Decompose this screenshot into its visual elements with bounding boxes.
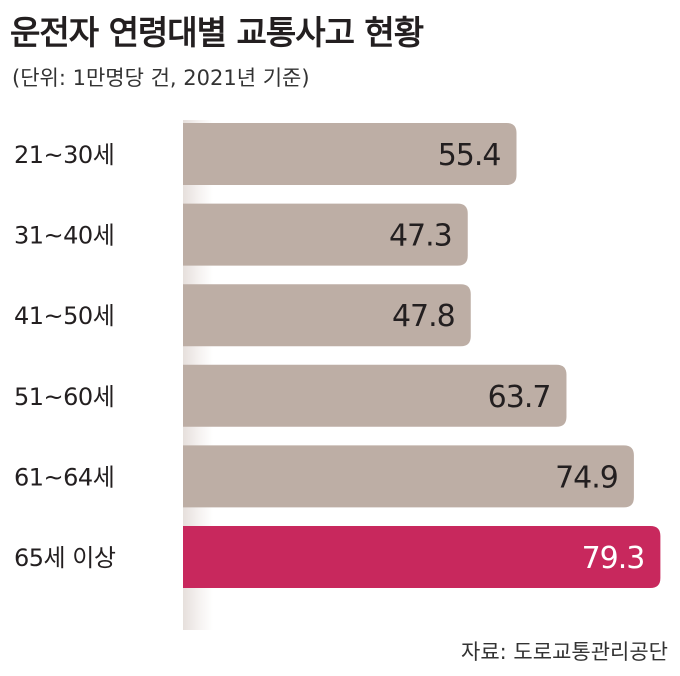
category-label: 65세 이상 (14, 544, 116, 572)
value-label: 47.3 (389, 219, 452, 254)
bar-chart: 21~30세 55.4 31~40세 47.3 41~50세 47.8 51~60세 63.7… (14, 123, 661, 588)
value-label: 74.9 (555, 460, 618, 495)
category-label: 61~64세 (14, 463, 114, 491)
bar-2 (183, 284, 471, 347)
chart-area: 21~30세 55.4 31~40세 47.3 41~50세 47.8 51~60세 63.7… (0, 120, 680, 630)
category-label: 41~50세 (14, 302, 114, 330)
value-label: 63.7 (488, 380, 551, 415)
bar-3 (183, 364, 567, 427)
value-label: 55.4 (438, 138, 501, 173)
value-label: 47.8 (392, 299, 455, 334)
category-label: 31~40세 (14, 222, 114, 250)
source-note: 자료: 도로교통관리공단 (461, 640, 668, 664)
value-label: 79.3 (582, 541, 645, 576)
category-label: 51~60세 (14, 383, 114, 411)
chart-title: 운전자 연령대별 교통사고 현황 (10, 13, 424, 52)
bar-4 (183, 445, 634, 508)
category-label: 21~30세 (14, 141, 114, 169)
bar-1 (183, 203, 468, 266)
bar-5 (183, 526, 661, 588)
bar-0 (183, 123, 517, 185)
chart-subtitle: (단위: 1만명당 건, 2021년 기준) (12, 66, 310, 90)
